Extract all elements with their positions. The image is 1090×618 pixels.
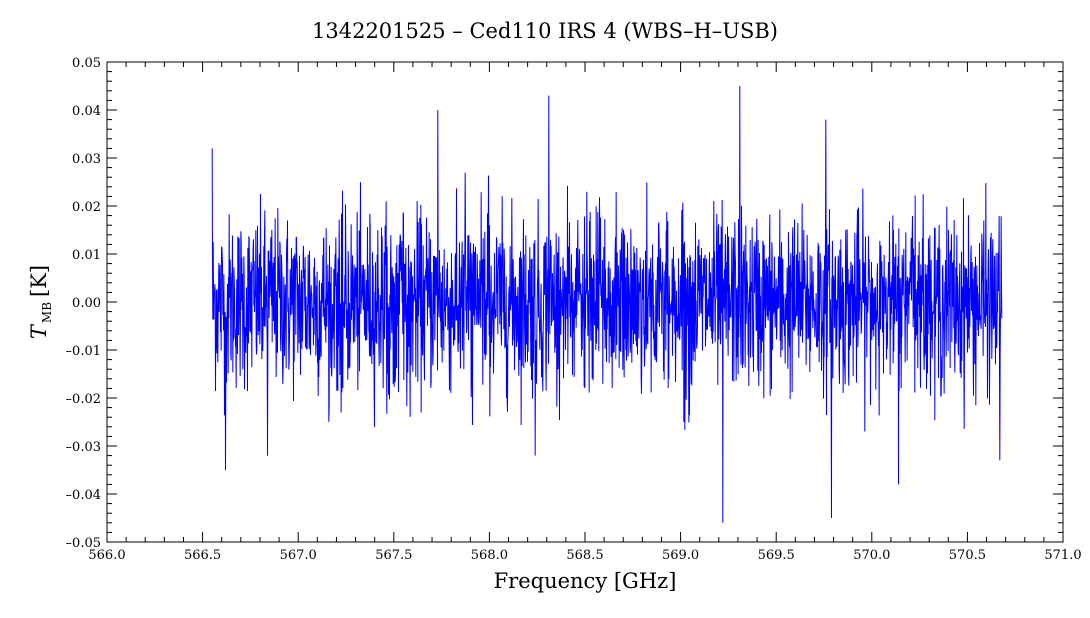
y-axis-label: TMB [K] <box>27 265 54 339</box>
svg-text:TMB[K]: TMB [K] <box>27 265 54 339</box>
y-tick-label: –0.04 <box>66 488 101 503</box>
x-tick-label: 570.0 <box>853 548 890 563</box>
y-tick-label: 0.01 <box>72 248 101 263</box>
x-tick-label: 570.5 <box>949 548 986 563</box>
x-tick-label: 566.5 <box>184 548 221 563</box>
y-tick-label: 0.04 <box>72 104 101 119</box>
x-axis: 566.0 566.5 567.0 567.5 568.0 568.5 569.0 569.5… <box>88 62 1082 563</box>
y-tick-label: –0.02 <box>66 392 101 407</box>
y-tick-label: 0.03 <box>72 152 101 167</box>
series-line <box>211 85 1003 523</box>
y-tick-label: –0.05 <box>66 536 101 551</box>
x-tick-label: 569.0 <box>662 548 699 563</box>
x-axis-label: Frequency [GHz] <box>494 569 677 593</box>
x-tick-label: 567.0 <box>280 548 317 563</box>
series-line-group <box>211 85 1003 523</box>
y-axis-label-subscript: MB <box>40 302 54 323</box>
x-tick-label: 566.0 <box>88 548 125 563</box>
y-tick-label: 0.05 <box>72 56 101 71</box>
y-tick-label: –0.01 <box>66 344 101 359</box>
y-axis-label-unit: [K] <box>27 265 51 297</box>
chart-title: 1342201525 – Ced110 IRS 4 (WBS–H–USB) <box>312 19 778 43</box>
x-tick-label: 567.5 <box>375 548 412 563</box>
x-tick-label: 568.0 <box>471 548 508 563</box>
x-tick-label: 569.5 <box>758 548 795 563</box>
x-tick-label: 568.5 <box>566 548 603 563</box>
x-tick-label: 571.0 <box>1044 548 1081 563</box>
y-tick-label: 0.00 <box>72 296 101 311</box>
y-axis: 0.05 0.04 0.03 0.02 0.01 0.00 –0.01 –0.02 –0.03 –… <box>66 56 1063 551</box>
y-axis-label-symbol: T <box>27 323 51 339</box>
y-tick-label: –0.03 <box>66 440 101 455</box>
y-tick-label: 0.02 <box>72 200 101 215</box>
